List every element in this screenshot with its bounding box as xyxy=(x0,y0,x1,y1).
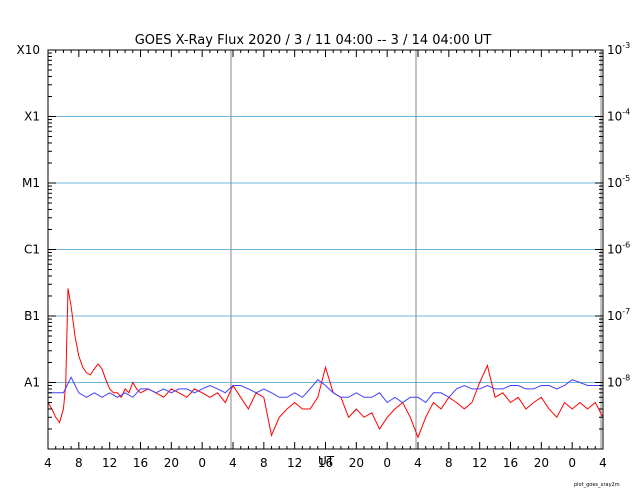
axis-ticks xyxy=(47,49,604,450)
x-tick-label: 0 xyxy=(383,456,391,470)
x-tick-label: 12 xyxy=(102,456,117,470)
y-flux-label: 10-5 xyxy=(607,174,630,190)
x-tick-label: 20 xyxy=(349,456,364,470)
y-class-label: X1 xyxy=(24,110,40,124)
x-axis-label: UT xyxy=(318,454,335,468)
x-tick-label: 8 xyxy=(75,456,83,470)
y-axis-flux-labels: 10-3 10-4 10-5 10-6 10-7 10-8 xyxy=(607,41,630,390)
y-flux-label: 10-7 xyxy=(607,307,630,323)
footer-label: plot_goes_xray2m xyxy=(574,482,620,488)
x-tick-label: 20 xyxy=(534,456,549,470)
x-tick-label: 20 xyxy=(164,456,179,470)
x-tick-label: 8 xyxy=(445,456,453,470)
x-tick-label: 16 xyxy=(318,456,333,470)
x-tick-label: 4 xyxy=(44,456,52,470)
x-tick-label: 12 xyxy=(472,456,487,470)
chart-title: GOES X-Ray Flux 2020 / 3 / 11 04:00 -- 3… xyxy=(135,33,492,48)
y-axis-class-labels: X10 X1 M1 C1 B1 A1 xyxy=(17,43,41,390)
x-tick-label: 16 xyxy=(503,456,518,470)
y-flux-label: 10-8 xyxy=(607,374,630,390)
x-axis-tick-labels: 4 8 12 16 20 0 4 8 12 16 20 0 4 8 12 16 20 0 4 xyxy=(44,456,607,470)
x-tick-label: 8 xyxy=(260,456,268,470)
y-class-label: B1 xyxy=(24,309,40,323)
y-class-label: X10 xyxy=(17,43,41,57)
x-tick-label: 4 xyxy=(414,456,422,470)
y-class-label: M1 xyxy=(22,176,40,190)
x-tick-label: 4 xyxy=(229,456,237,470)
series-line xyxy=(48,376,603,404)
grid-lines xyxy=(48,116,603,383)
y-class-label: A1 xyxy=(24,376,40,390)
series-line xyxy=(47,288,604,439)
x-tick-label: 4 xyxy=(599,456,607,470)
x-tick-label: 16 xyxy=(133,456,148,470)
x-tick-label: 0 xyxy=(198,456,206,470)
y-flux-label: 10-3 xyxy=(607,41,630,57)
x-tick-label: 12 xyxy=(287,456,302,470)
y-flux-label: 10-6 xyxy=(607,241,630,257)
flux-series xyxy=(47,288,604,439)
x-tick-label: 0 xyxy=(568,456,576,470)
y-flux-label: 10-4 xyxy=(607,108,630,124)
y-class-label: C1 xyxy=(24,243,40,257)
